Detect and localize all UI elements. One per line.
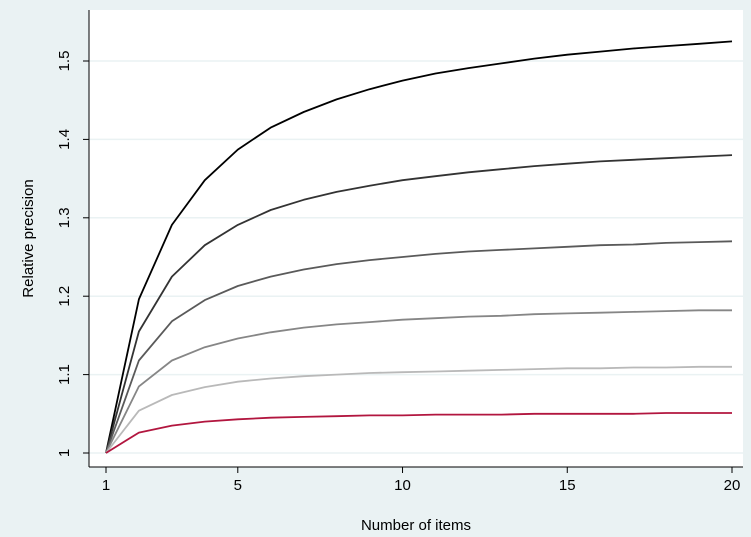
x-tick-label: 1 <box>102 477 110 494</box>
series-line-6 <box>105 412 732 454</box>
y-tick-label: 1.4 <box>56 129 73 150</box>
y-tick-label: 1 <box>56 449 73 457</box>
plot-area <box>89 10 743 467</box>
series-line-1 <box>105 40 733 454</box>
y-tick-label: 1.1 <box>56 364 73 385</box>
x-tick-label: 20 <box>724 477 741 494</box>
y-tick-label: 1.2 <box>56 286 73 307</box>
series-line-3 <box>105 240 733 454</box>
x-tick-label: 5 <box>234 477 242 494</box>
x-tick-label: 15 <box>559 477 576 494</box>
series-line-5 <box>105 365 732 454</box>
gridlines <box>89 60 743 454</box>
series-line-4 <box>105 309 732 454</box>
y-tick-label: 1.5 <box>56 51 73 72</box>
series-group <box>105 40 733 454</box>
y-tick-label: 1.3 <box>56 207 73 228</box>
axes-group: 11.11.21.31.41.51 5 10 15 20 <box>56 10 743 494</box>
x-axis-title: Number of items <box>361 517 471 534</box>
x-tick-label: 10 <box>394 477 411 494</box>
series-line-2 <box>105 154 733 454</box>
y-axis-title: Relative precision <box>20 179 37 297</box>
